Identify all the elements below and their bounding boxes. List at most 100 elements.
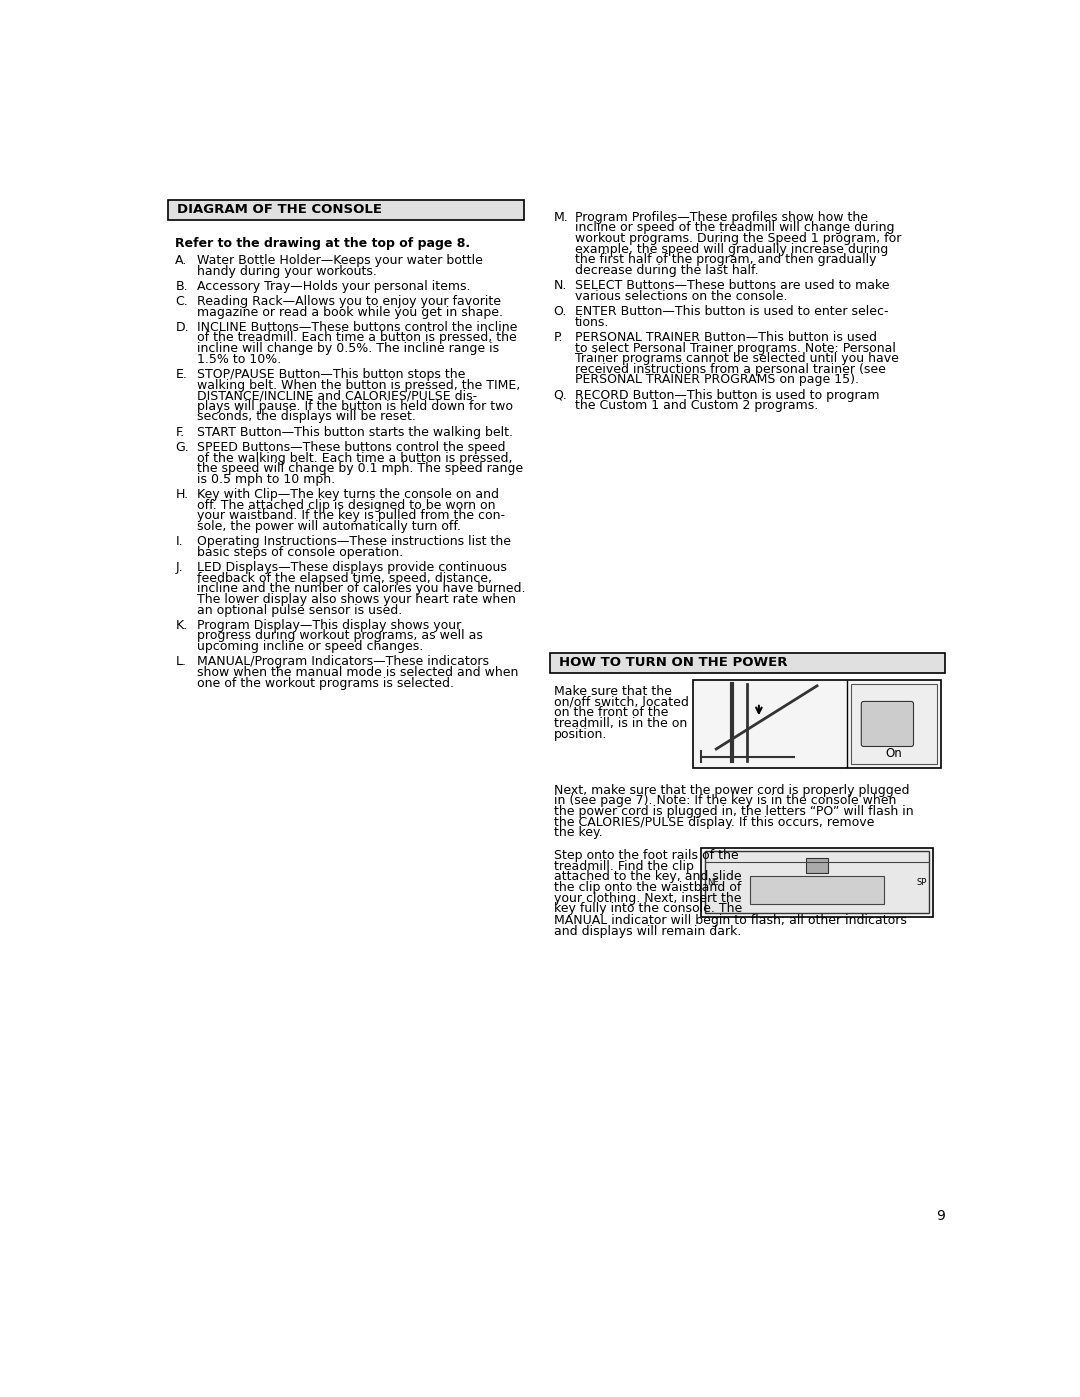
Text: the power cord is plugged in, the letters “PO” will flash in: the power cord is plugged in, the letter…: [554, 805, 913, 817]
Text: ENTER Button—This button is used to enter selec-: ENTER Button—This button is used to ente…: [576, 305, 889, 319]
Text: various selections on the console.: various selections on the console.: [576, 289, 787, 303]
Text: off. The attached clip is designed to be worn on: off. The attached clip is designed to be…: [197, 499, 496, 511]
FancyBboxPatch shape: [550, 652, 945, 673]
Text: RECORD Button—This button is used to program: RECORD Button—This button is used to pro…: [576, 388, 880, 401]
Text: basic steps of console operation.: basic steps of console operation.: [197, 546, 403, 559]
Text: Program Display—This display shows your: Program Display—This display shows your: [197, 619, 461, 631]
Text: INCLINE Buttons—These buttons control the incline: INCLINE Buttons—These buttons control th…: [197, 321, 517, 334]
Text: incline will change by 0.5%. The incline range is: incline will change by 0.5%. The incline…: [197, 342, 499, 355]
Text: the CALORIES/PULSE display. If this occurs, remove: the CALORIES/PULSE display. If this occu…: [554, 816, 874, 828]
Text: Q.: Q.: [554, 388, 567, 401]
Text: walking belt. When the button is pressed, the TIME,: walking belt. When the button is pressed…: [197, 379, 521, 391]
Text: treadmill, is in the on: treadmill, is in the on: [554, 717, 687, 731]
Text: PERSONAL TRAINER PROGRAMS on page 15).: PERSONAL TRAINER PROGRAMS on page 15).: [576, 373, 860, 387]
Text: NE: NE: [707, 879, 718, 887]
Text: the key.: the key.: [554, 826, 603, 840]
FancyBboxPatch shape: [851, 683, 937, 764]
Text: progress during workout programs, as well as: progress during workout programs, as wel…: [197, 630, 483, 643]
Text: Step onto the foot rails of the: Step onto the foot rails of the: [554, 849, 738, 862]
Text: SELECT Buttons—These buttons are used to make: SELECT Buttons—These buttons are used to…: [576, 279, 890, 292]
Text: attached to the key, and slide: attached to the key, and slide: [554, 870, 741, 883]
Text: The lower display also shows your heart rate when: The lower display also shows your heart …: [197, 592, 516, 606]
Text: J.: J.: [175, 562, 183, 574]
FancyBboxPatch shape: [693, 680, 941, 768]
Text: A.: A.: [175, 254, 188, 267]
Text: Program Profiles—These profiles show how the: Program Profiles—These profiles show how…: [576, 211, 868, 224]
Text: example, the speed will gradually increase during: example, the speed will gradually increa…: [576, 243, 889, 256]
Text: decrease during the last half.: decrease during the last half.: [576, 264, 759, 277]
FancyBboxPatch shape: [704, 851, 930, 914]
FancyBboxPatch shape: [806, 858, 828, 873]
Text: workout programs. During the Speed 1 program, for: workout programs. During the Speed 1 pro…: [576, 232, 902, 244]
Text: the clip onto the waistband of: the clip onto the waistband of: [554, 882, 741, 894]
Text: Trainer programs cannot be selected until you have: Trainer programs cannot be selected unti…: [576, 352, 899, 365]
Text: P.: P.: [554, 331, 563, 344]
Text: G.: G.: [175, 441, 189, 454]
Text: H.: H.: [175, 488, 188, 502]
Text: LED Displays—These displays provide continuous: LED Displays—These displays provide cont…: [197, 562, 507, 574]
Text: Refer to the drawing at the top of page 8.: Refer to the drawing at the top of page …: [175, 237, 471, 250]
Text: incline and the number of calories you have burned.: incline and the number of calories you h…: [197, 583, 526, 595]
Text: on the front of the: on the front of the: [554, 707, 667, 719]
Text: Next, make sure that the power cord is properly plugged: Next, make sure that the power cord is p…: [554, 784, 909, 796]
Text: handy during your workouts.: handy during your workouts.: [197, 264, 377, 278]
Text: Make sure that the: Make sure that the: [554, 685, 672, 698]
Text: tions.: tions.: [576, 316, 609, 328]
Text: and displays will remain dark.: and displays will remain dark.: [554, 925, 741, 937]
Text: incline or speed of the treadmill will change during: incline or speed of the treadmill will c…: [576, 221, 894, 235]
Text: STOP/PAUSE Button—This button stops the: STOP/PAUSE Button—This button stops the: [197, 367, 465, 381]
Text: E.: E.: [175, 367, 187, 381]
Text: M.: M.: [554, 211, 568, 224]
Text: of the treadmill. Each time a button is pressed, the: of the treadmill. Each time a button is …: [197, 331, 516, 345]
Text: show when the manual mode is selected and when: show when the manual mode is selected an…: [197, 666, 518, 679]
Text: is 0.5 mph to 10 mph.: is 0.5 mph to 10 mph.: [197, 472, 335, 486]
Text: upcoming incline or speed changes.: upcoming incline or speed changes.: [197, 640, 423, 654]
Text: B.: B.: [175, 279, 188, 293]
Text: 9: 9: [936, 1208, 945, 1222]
Text: 1.5% to 10%.: 1.5% to 10%.: [197, 353, 281, 366]
Text: O.: O.: [554, 305, 567, 319]
Text: seconds, the displays will be reset.: seconds, the displays will be reset.: [197, 411, 416, 423]
Text: Operating Instructions—These instructions list the: Operating Instructions—These instruction…: [197, 535, 511, 548]
Text: received instructions from a personal trainer (see: received instructions from a personal tr…: [576, 363, 886, 376]
Text: SP: SP: [917, 879, 927, 887]
Text: on/off switch, located: on/off switch, located: [554, 696, 688, 708]
Text: treadmill. Find the clip: treadmill. Find the clip: [554, 859, 693, 873]
Text: sole, the power will automatically turn off.: sole, the power will automatically turn …: [197, 520, 461, 534]
Text: Accessory Tray—Holds your personal items.: Accessory Tray—Holds your personal items…: [197, 279, 471, 293]
Text: START Button—This button starts the walking belt.: START Button—This button starts the walk…: [197, 426, 513, 439]
Text: DISTANCE/INCLINE and CALORIES/PULSE dis-: DISTANCE/INCLINE and CALORIES/PULSE dis-: [197, 390, 477, 402]
Text: an optional pulse sensor is used.: an optional pulse sensor is used.: [197, 604, 402, 616]
Text: plays will pause. If the button is held down for two: plays will pause. If the button is held …: [197, 400, 513, 414]
Text: HOW TO TURN ON THE POWER: HOW TO TURN ON THE POWER: [559, 657, 787, 669]
Text: D.: D.: [175, 321, 189, 334]
Text: MANUAL/Program Indicators—These indicators: MANUAL/Program Indicators—These indicato…: [197, 655, 489, 668]
Text: On: On: [886, 747, 902, 760]
Text: position.: position.: [554, 728, 607, 740]
Text: feedback of the elapsed time, speed, distance,: feedback of the elapsed time, speed, dis…: [197, 571, 492, 585]
Text: the first half of the program, and then gradually: the first half of the program, and then …: [576, 253, 877, 267]
Text: your clothing. Next, insert the: your clothing. Next, insert the: [554, 891, 741, 905]
Text: SPEED Buttons—These buttons control the speed: SPEED Buttons—These buttons control the …: [197, 441, 505, 454]
Text: I.: I.: [175, 535, 183, 548]
Text: N.: N.: [554, 279, 567, 292]
FancyBboxPatch shape: [701, 848, 933, 916]
FancyBboxPatch shape: [750, 876, 885, 904]
Text: L.: L.: [175, 655, 187, 668]
Text: magazine or read a book while you get in shape.: magazine or read a book while you get in…: [197, 306, 503, 319]
Text: MANUAL indicator will begin to flash; all other indicators: MANUAL indicator will begin to flash; al…: [554, 915, 906, 928]
Text: key fully into the console. The: key fully into the console. The: [554, 902, 742, 915]
Text: the speed will change by 0.1 mph. The speed range: the speed will change by 0.1 mph. The sp…: [197, 462, 523, 475]
Text: F.: F.: [175, 426, 185, 439]
Text: Water Bottle Holder—Keeps your water bottle: Water Bottle Holder—Keeps your water bot…: [197, 254, 483, 267]
Text: Reading Rack—Allows you to enjoy your favorite: Reading Rack—Allows you to enjoy your fa…: [197, 295, 501, 307]
Text: of the walking belt. Each time a button is pressed,: of the walking belt. Each time a button …: [197, 451, 513, 465]
Text: to select Personal Trainer programs. Note: Personal: to select Personal Trainer programs. Not…: [576, 341, 896, 355]
Text: DIAGRAM OF THE CONSOLE: DIAGRAM OF THE CONSOLE: [177, 204, 382, 217]
FancyBboxPatch shape: [861, 701, 914, 746]
Text: one of the workout programs is selected.: one of the workout programs is selected.: [197, 676, 454, 690]
Text: PERSONAL TRAINER Button—This button is used: PERSONAL TRAINER Button—This button is u…: [576, 331, 877, 344]
Text: Key with Clip—The key turns the console on and: Key with Clip—The key turns the console …: [197, 488, 499, 502]
FancyBboxPatch shape: [167, 200, 524, 219]
Text: your waistband. If the key is pulled from the con-: your waistband. If the key is pulled fro…: [197, 510, 505, 522]
